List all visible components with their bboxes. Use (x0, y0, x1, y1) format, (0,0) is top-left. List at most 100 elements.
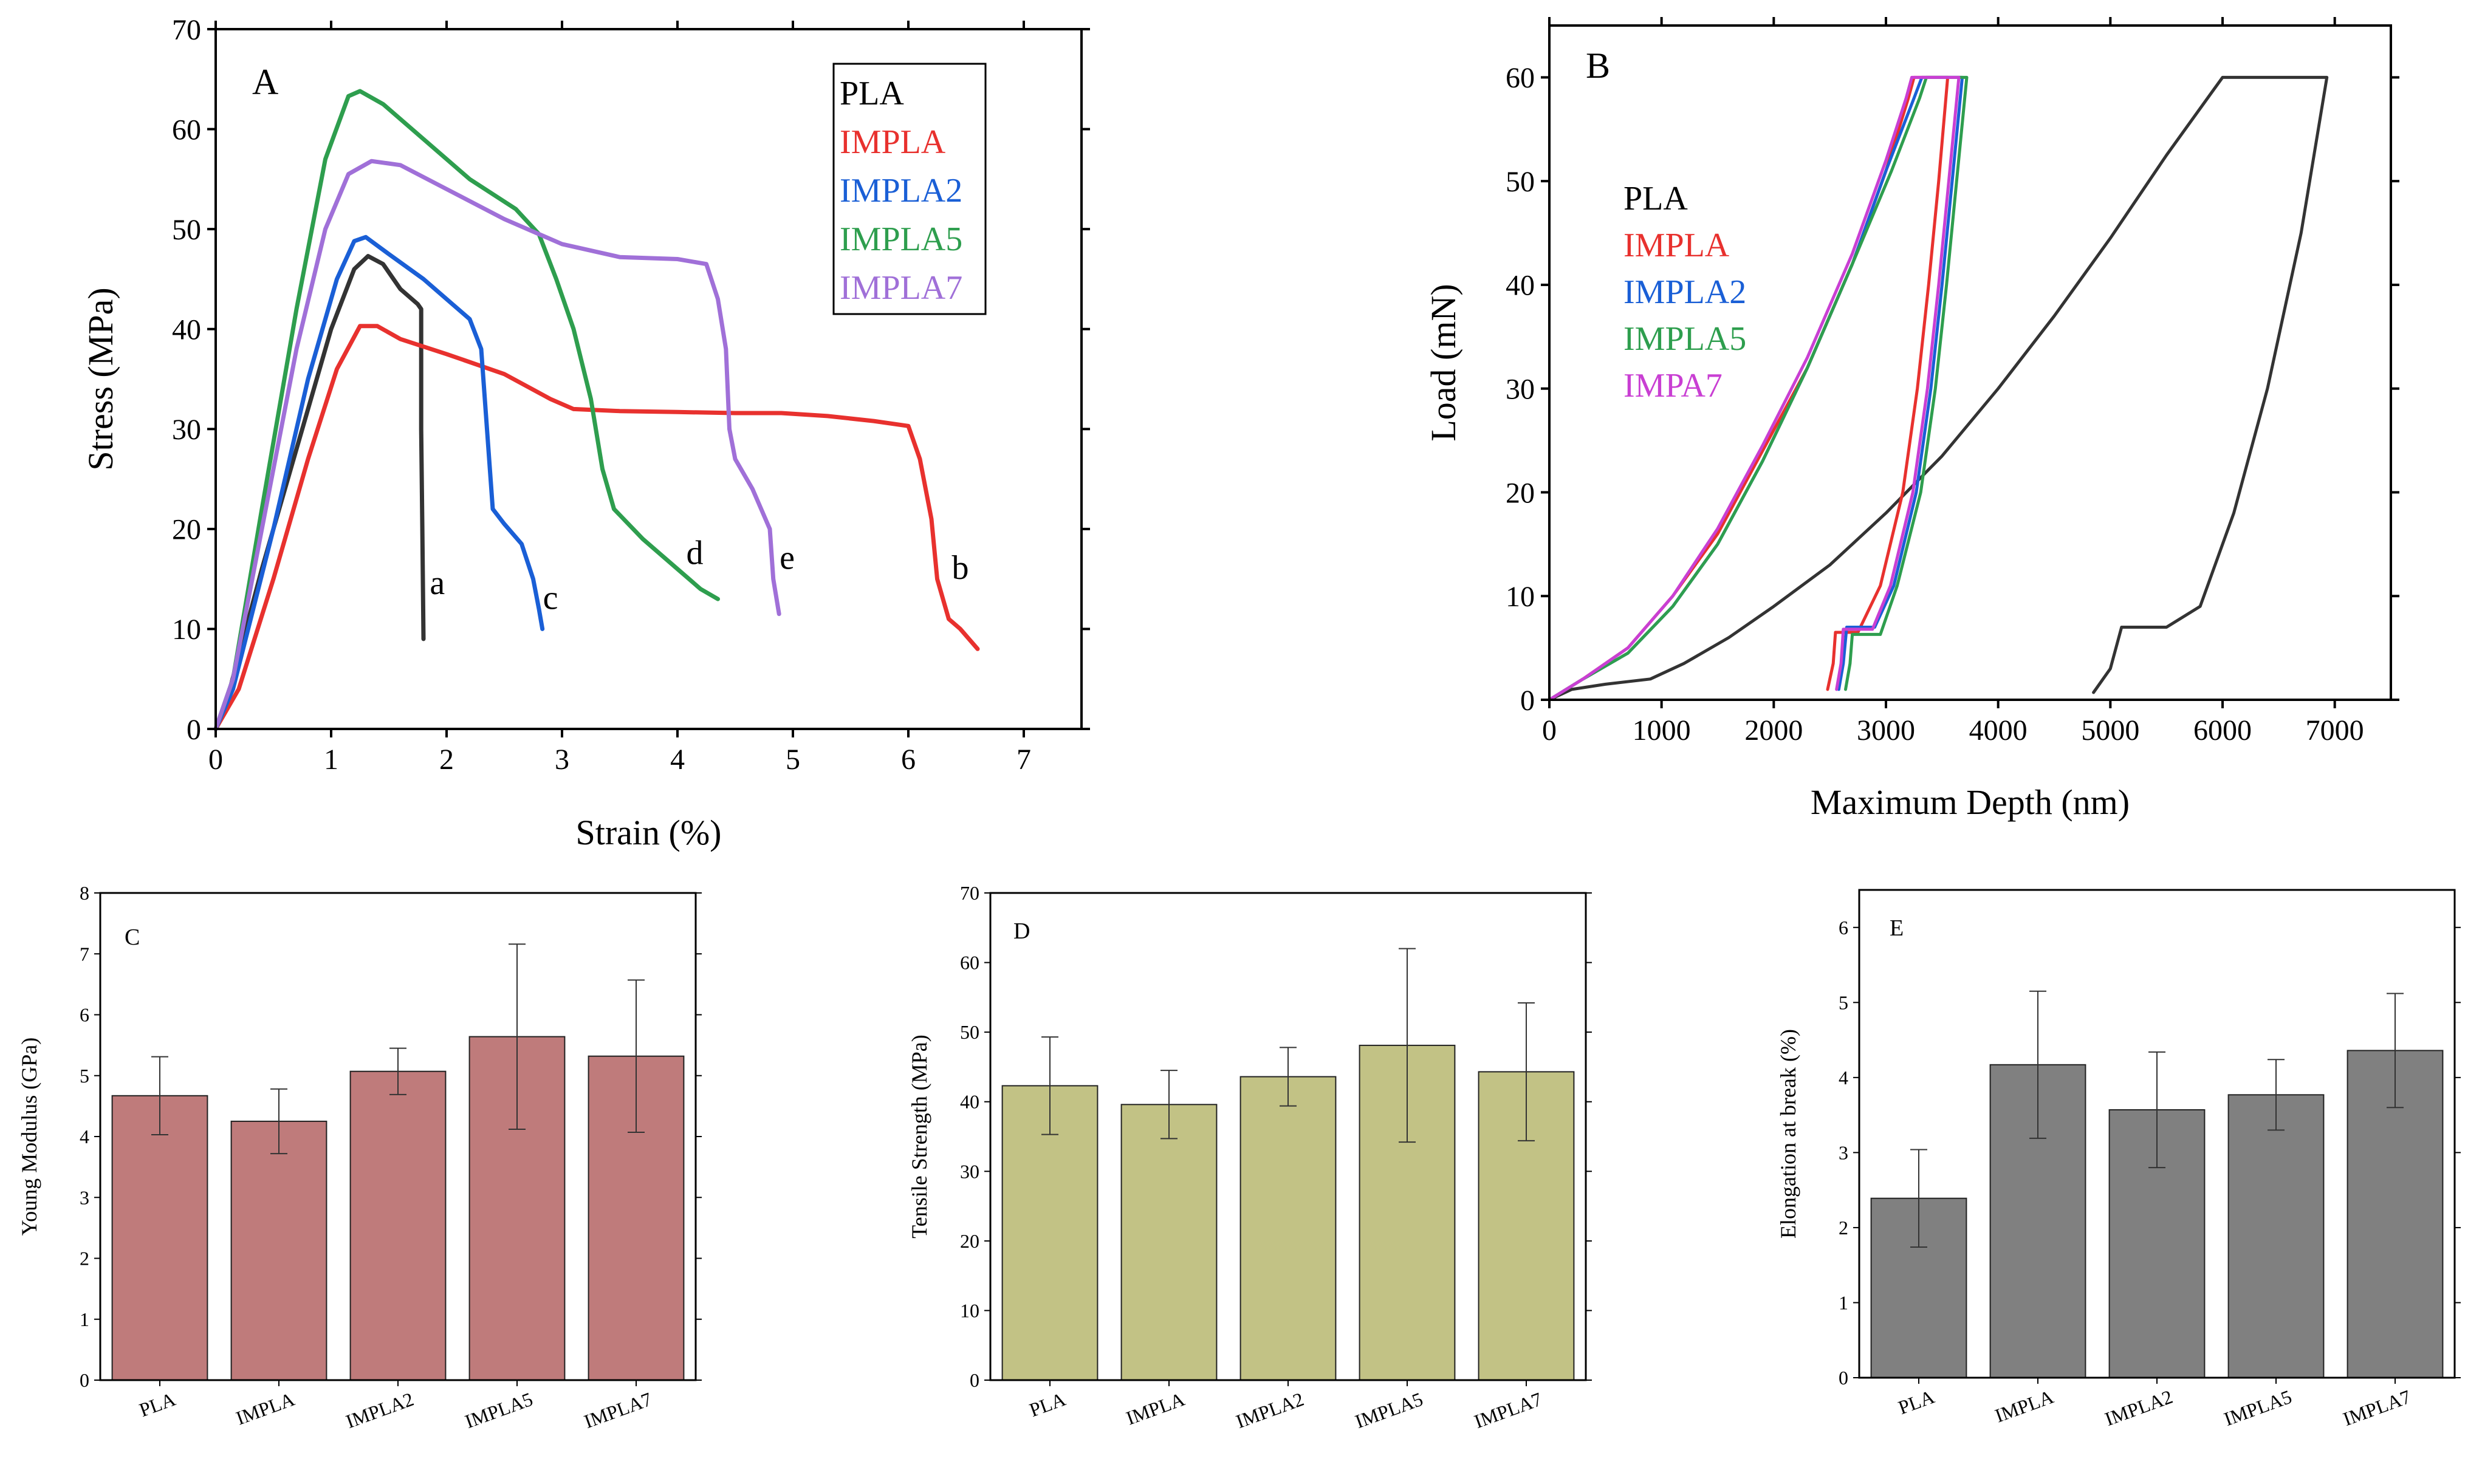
x-tick-label: 0 (208, 744, 223, 776)
y-tick-label: 4 (1839, 1067, 1848, 1089)
panel-e: PLA IMPLA IMPLA2 IMPLA5 IMPLA7 0 1 2 3 4 5 6 Elongat… (1776, 889, 2461, 1430)
y-tick-label: 5 (80, 1065, 89, 1087)
panel-label: C (125, 925, 140, 950)
legend-entry-impla2: IMPLA2 (840, 172, 962, 210)
bar-impla (230, 1120, 327, 1381)
y-tick-label: 10 (960, 1299, 979, 1321)
y-axis-label: Elongation at break (%) (1776, 1029, 1800, 1239)
y-tick-label: 0 (80, 1369, 89, 1391)
y-tick-label: 3 (80, 1186, 89, 1208)
y-tick-label: 70 (960, 882, 979, 904)
y-tick-label: 70 (172, 14, 201, 46)
bar-impla5 (2227, 1094, 2325, 1379)
x-tick-label: 6000 (2193, 714, 2252, 747)
series-line-impla (213, 324, 980, 731)
legend-entry-impla7: IMPLA7 (840, 269, 962, 307)
x-axis-label: Maximum Depth (nm) (1811, 782, 2130, 822)
legend-entry-impa7: IMPA7 (1623, 367, 1723, 405)
bar-impla2 (1239, 1076, 1337, 1381)
panel-label: D (1013, 918, 1030, 944)
y-tick-label: 60 (960, 952, 979, 974)
series-line-impla (1548, 75, 1950, 702)
x-tick-label: IMPLA5 (462, 1388, 535, 1432)
x-tick-label: 1 (324, 744, 338, 776)
x-tick-label: 7000 (2306, 714, 2364, 747)
series-line-pla (1548, 75, 2329, 702)
y-tick-label: 40 (1506, 270, 1535, 302)
series-line-impla5 (1548, 75, 1969, 702)
x-tick-label: IMPLA7 (581, 1388, 654, 1432)
x-tick-label: 6 (901, 744, 916, 776)
y-tick-label: 1 (80, 1308, 89, 1330)
y-tick-label: 1 (1839, 1291, 1848, 1313)
legend-entry-impla: IMPLA (1623, 227, 1730, 264)
y-axis-label: Stress (MPa) (81, 287, 120, 470)
legend: PLA IMPLA IMPLA2 IMPLA5 IMPLA7 (832, 63, 987, 315)
x-tick-label: PLA (1895, 1386, 1937, 1419)
x-tick-label: IMPLA (1123, 1388, 1188, 1429)
y-tick-label: 60 (172, 114, 201, 146)
series-line-impla2 (213, 234, 545, 731)
legend-box (832, 63, 987, 315)
panel-label: B (1586, 46, 1610, 86)
x-tick-label: 7 (1016, 744, 1031, 776)
legend-entry-impla5: IMPLA5 (840, 221, 962, 258)
x-tick-label: 1000 (1633, 714, 1691, 747)
y-tick-label: 20 (960, 1230, 979, 1252)
y-tick-label: 0 (970, 1369, 979, 1391)
y-tick-label: 6 (80, 1004, 89, 1026)
y-tick-label: 2 (80, 1248, 89, 1270)
x-tick-label: IMPLA5 (1352, 1388, 1425, 1432)
y-axis-label: Tensile Strength (MPa) (907, 1034, 931, 1238)
y-tick-label: 10 (172, 614, 201, 646)
x-axis-label: Strain (%) (576, 813, 722, 852)
legend-entry-impla: IMPLA (840, 123, 946, 161)
y-tick-label: 50 (1506, 166, 1535, 198)
bar-impla2 (349, 1070, 447, 1381)
plot-frame (214, 28, 1083, 730)
x-tick-label: 2 (439, 744, 454, 776)
plot-frame (1548, 24, 2392, 701)
x-tick-label: IMPLA (233, 1388, 298, 1429)
legend-entry-pla: PLA (840, 75, 904, 112)
y-tick-label: 8 (80, 882, 89, 904)
y-tick-label: 50 (960, 1021, 979, 1043)
x-tick-label: 5 (786, 744, 800, 776)
panel-label: A (252, 62, 278, 102)
x-tick-label: PLA (136, 1388, 178, 1421)
y-tick-label: 30 (960, 1160, 979, 1182)
bar-impla (1120, 1104, 1218, 1381)
x-tick-label: 4 (670, 744, 685, 776)
x-tick-label: IMPLA (1992, 1386, 2057, 1427)
legend-entry-impla5: IMPLA5 (1623, 320, 1746, 358)
y-tick-label: 3 (1839, 1141, 1848, 1163)
y-tick-label: 40 (172, 314, 201, 346)
curve-label-b: b (952, 549, 969, 587)
x-tick-label: 2000 (1744, 714, 1803, 747)
x-tick-label: PLA (1026, 1388, 1068, 1421)
y-tick-label: 20 (172, 514, 201, 546)
y-tick-label: 0 (1839, 1367, 1848, 1389)
y-tick-label: 50 (172, 214, 201, 246)
plot-frame (989, 892, 1587, 1381)
series-line-impa7 (1548, 75, 1961, 702)
panel-label: E (1890, 915, 1904, 941)
series-line-impla7 (213, 159, 781, 731)
x-tick-label: IMPLA5 (2221, 1386, 2294, 1430)
curve-label-c: c (543, 580, 558, 617)
series-line-impla5 (213, 89, 720, 731)
legend-entry-impla2: IMPLA2 (1623, 273, 1746, 311)
y-tick-label: 7 (80, 943, 89, 965)
y-tick-label: 4 (80, 1126, 89, 1147)
panel-d: PLA IMPLA IMPLA2 IMPLA5 IMPLA7 0 10 20 30 40 50 60 7… (907, 882, 1592, 1432)
x-tick-label: 3000 (1857, 714, 1915, 747)
x-tick-label: 5000 (2081, 714, 2139, 747)
legend: PLA IMPLA IMPLA2 IMPLA5 IMPA7 (1623, 180, 1746, 405)
y-tick-label: 10 (1506, 581, 1535, 613)
x-tick-label: IMPLA2 (1233, 1388, 1306, 1432)
bar-pla (111, 1095, 208, 1381)
y-tick-label: 30 (172, 414, 201, 446)
x-tick-label: IMPLA7 (2340, 1386, 2413, 1430)
